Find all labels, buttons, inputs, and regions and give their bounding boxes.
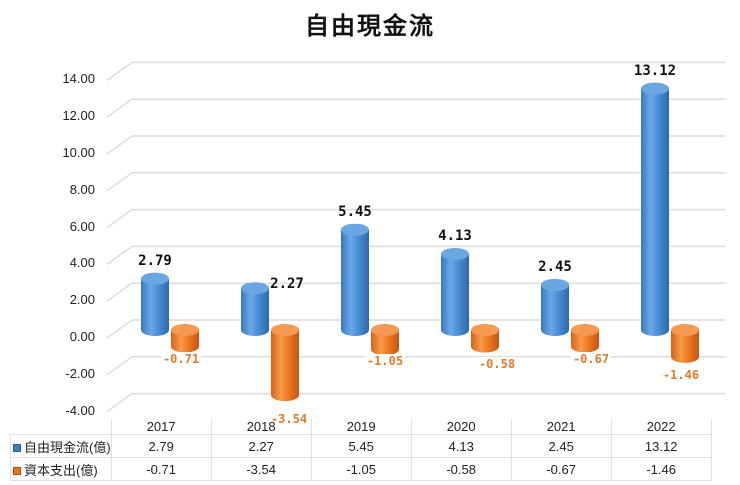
y-tick-label: 4.00 [69,255,95,271]
y-tick-label: 14.00 [62,71,95,87]
data-label-fcf: 13.12 [633,62,677,79]
category-2018: 2018 [210,419,312,435]
y-tick-label: 12.00 [62,108,95,124]
table-header-row: 2017 2018 2019 2020 2021 2022 [11,419,712,435]
table-cell: -0.58 [410,457,512,481]
table-cell: -1.46 [610,457,712,481]
table-cell: 2.79 [110,434,212,458]
data-label-fcf: 2.79 [138,252,172,269]
gridlines [106,61,725,413]
data-label-capex: -0.67 [570,352,612,366]
data-label-capex: -0.71 [160,352,202,366]
legend-swatch-blue-icon [13,443,21,452]
y-tick-label: 8.00 [69,181,95,197]
category-2020: 2020 [410,419,512,435]
table-cell: -3.54 [210,457,312,481]
table-cell: 13.12 [610,434,712,458]
category-2021: 2021 [510,419,612,435]
table-row: 自由現金流(億) 2.79 2.27 5.45 4.13 2.45 13.12 [10,434,712,458]
data-label-fcf: 2.27 [270,276,304,293]
data-label-fcf: 5.45 [338,203,372,220]
table-cell: 2.45 [510,434,612,458]
table-cell: -0.67 [510,457,612,481]
table-row: 資本支出(億) -0.71 -3.54 -1.05 -0.58 -0.67 -1… [10,457,712,481]
category-2017: 2017 [110,419,212,435]
table-cell: 4.13 [410,434,512,458]
category-2022: 2022 [610,419,712,435]
y-tick-label: 0.00 [69,329,95,344]
y-tick-label: -4.00 [65,402,95,418]
data-label-capex: -1.46 [660,368,702,382]
legend-label: 自由現金流(億) [24,439,111,455]
table-cell: 2.27 [210,434,312,458]
y-tick-label: -2.00 [65,365,95,381]
table-cell: -0.71 [110,457,212,481]
legend-item-capex: 資本支出(億) [10,457,112,481]
bars [141,82,699,402]
y-tick-label: 6.00 [69,218,95,234]
y-tick-label: 10.00 [62,145,95,160]
table-cell: 5.45 [310,434,412,458]
legend-swatch-orange-icon [13,466,21,475]
y-tick-label: 2.00 [69,292,95,308]
legend-item-fcf: 自由現金流(億) [10,434,112,458]
data-label-capex: -0.58 [476,357,518,371]
category-2019: 2019 [310,419,412,435]
data-label-capex: -1.05 [364,354,406,368]
legend-label: 資本支出(億) [24,462,98,478]
table-corner [11,419,112,435]
chart-title: 自由現金流 [305,12,435,40]
data-label-fcf: 4.13 [438,228,472,244]
table-cell: -1.05 [310,457,412,481]
data-table: 2017 2018 2019 2020 2021 2022 自由現金流(億) 2… [10,419,712,481]
data-label-fcf: 2.45 [538,258,572,275]
